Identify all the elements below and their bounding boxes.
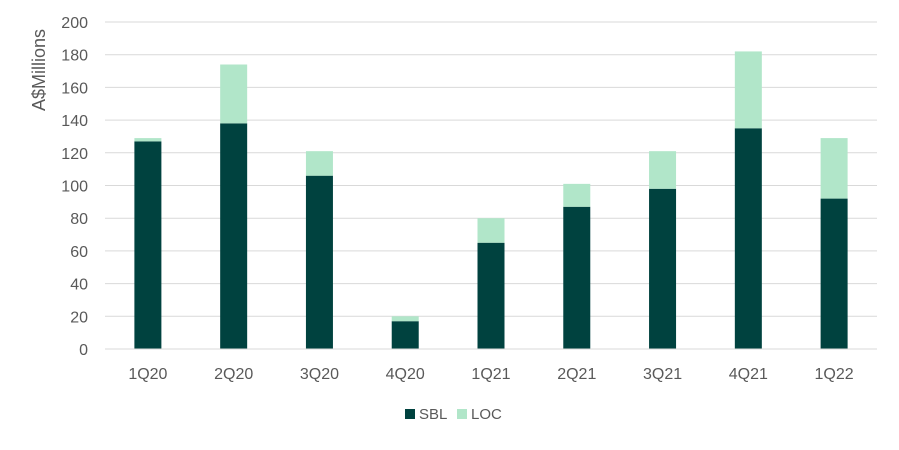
y-tick-label: 180 xyxy=(61,48,88,65)
x-tick-label: 1Q22 xyxy=(815,366,854,383)
bar-loc-2q21 xyxy=(563,183,591,207)
x-tick-label: 3Q21 xyxy=(643,366,682,383)
bar-loc-3q21 xyxy=(649,151,677,189)
bar-loc-2q20 xyxy=(220,64,248,124)
x-tick-label: 3Q20 xyxy=(300,366,339,383)
bar-sbl-2q21 xyxy=(563,206,591,349)
x-tick-label: 1Q20 xyxy=(128,366,167,383)
bar-sbl-4q20 xyxy=(391,321,419,349)
y-tick-labels: 0 20 40 60 80 100 120 140 160 180 200 xyxy=(61,15,88,359)
y-tick-label: 40 xyxy=(70,277,88,294)
bar-sbl-1q21 xyxy=(477,242,505,349)
legend-label-loc: LOC xyxy=(471,406,502,423)
y-tick-label: 0 xyxy=(79,342,88,359)
bar-loc-1q21 xyxy=(477,218,505,243)
bar-loc-1q20 xyxy=(134,138,162,142)
bar-loc-1q22 xyxy=(820,138,848,199)
y-tick-label: 100 xyxy=(61,179,88,196)
y-tick-label: 20 xyxy=(70,309,88,326)
x-tick-label: 4Q21 xyxy=(729,366,768,383)
y-tick-label: 160 xyxy=(61,80,88,97)
y-axis-title: A$Millions xyxy=(29,29,49,111)
y-tick-label: 80 xyxy=(70,211,88,228)
bar-sbl-1q22 xyxy=(820,198,848,349)
bar-sbl-2q20 xyxy=(220,123,248,350)
x-tick-label: 2Q21 xyxy=(557,366,596,383)
bar-sbl-1q20 xyxy=(134,141,162,349)
bar-loc-4q21 xyxy=(734,51,762,129)
legend-swatch-loc xyxy=(457,409,467,419)
legend-swatch-sbl xyxy=(405,409,415,419)
x-tick-label: 2Q20 xyxy=(214,366,253,383)
y-tick-label: 200 xyxy=(61,15,88,32)
x-tick-label: 4Q20 xyxy=(386,366,425,383)
bars xyxy=(134,51,848,350)
legend-label-sbl: SBL xyxy=(419,406,447,423)
bar-sbl-4q21 xyxy=(734,128,762,349)
y-tick-label: 140 xyxy=(61,113,88,130)
bar-loc-4q20 xyxy=(391,316,419,322)
x-tick-labels: 1Q20 2Q20 3Q20 4Q20 1Q21 2Q21 3Q21 4Q21 1Q22 xyxy=(128,366,853,383)
legend: SBL LOC xyxy=(405,406,502,423)
bar-sbl-3q20 xyxy=(305,175,333,349)
y-tick-label: 60 xyxy=(70,244,88,261)
y-tick-label: 120 xyxy=(61,146,88,163)
bar-loc-3q20 xyxy=(305,151,333,176)
x-tick-label: 1Q21 xyxy=(471,366,510,383)
bar-sbl-3q21 xyxy=(649,188,677,349)
